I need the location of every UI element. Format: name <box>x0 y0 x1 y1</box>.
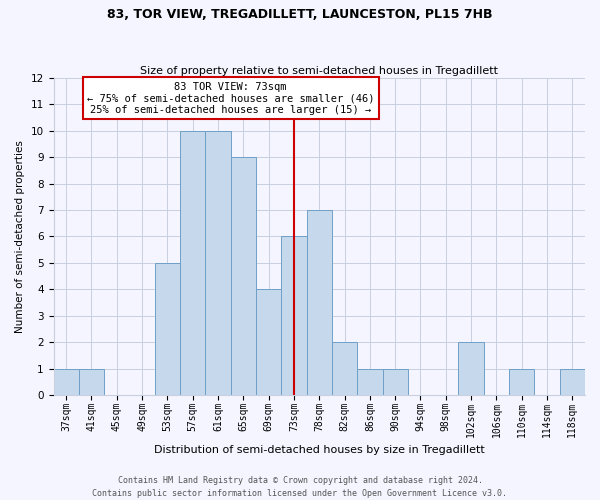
Bar <box>230 157 256 395</box>
Bar <box>180 130 205 395</box>
Bar <box>79 368 104 395</box>
Bar <box>509 368 535 395</box>
Bar <box>155 263 180 395</box>
Bar <box>307 210 332 395</box>
Bar <box>205 130 230 395</box>
X-axis label: Distribution of semi-detached houses by size in Tregadillett: Distribution of semi-detached houses by … <box>154 445 485 455</box>
Bar <box>332 342 357 395</box>
Title: Size of property relative to semi-detached houses in Tregadillett: Size of property relative to semi-detach… <box>140 66 498 76</box>
Bar <box>560 368 585 395</box>
Text: Contains HM Land Registry data © Crown copyright and database right 2024.
Contai: Contains HM Land Registry data © Crown c… <box>92 476 508 498</box>
Text: 83 TOR VIEW: 73sqm
← 75% of semi-detached houses are smaller (46)
25% of semi-de: 83 TOR VIEW: 73sqm ← 75% of semi-detache… <box>87 82 374 115</box>
Bar <box>383 368 408 395</box>
Bar <box>458 342 484 395</box>
Bar <box>281 236 307 395</box>
Text: 83, TOR VIEW, TREGADILLETT, LAUNCESTON, PL15 7HB: 83, TOR VIEW, TREGADILLETT, LAUNCESTON, … <box>107 8 493 20</box>
Bar <box>357 368 383 395</box>
Bar <box>53 368 79 395</box>
Y-axis label: Number of semi-detached properties: Number of semi-detached properties <box>15 140 25 333</box>
Bar <box>256 290 281 395</box>
